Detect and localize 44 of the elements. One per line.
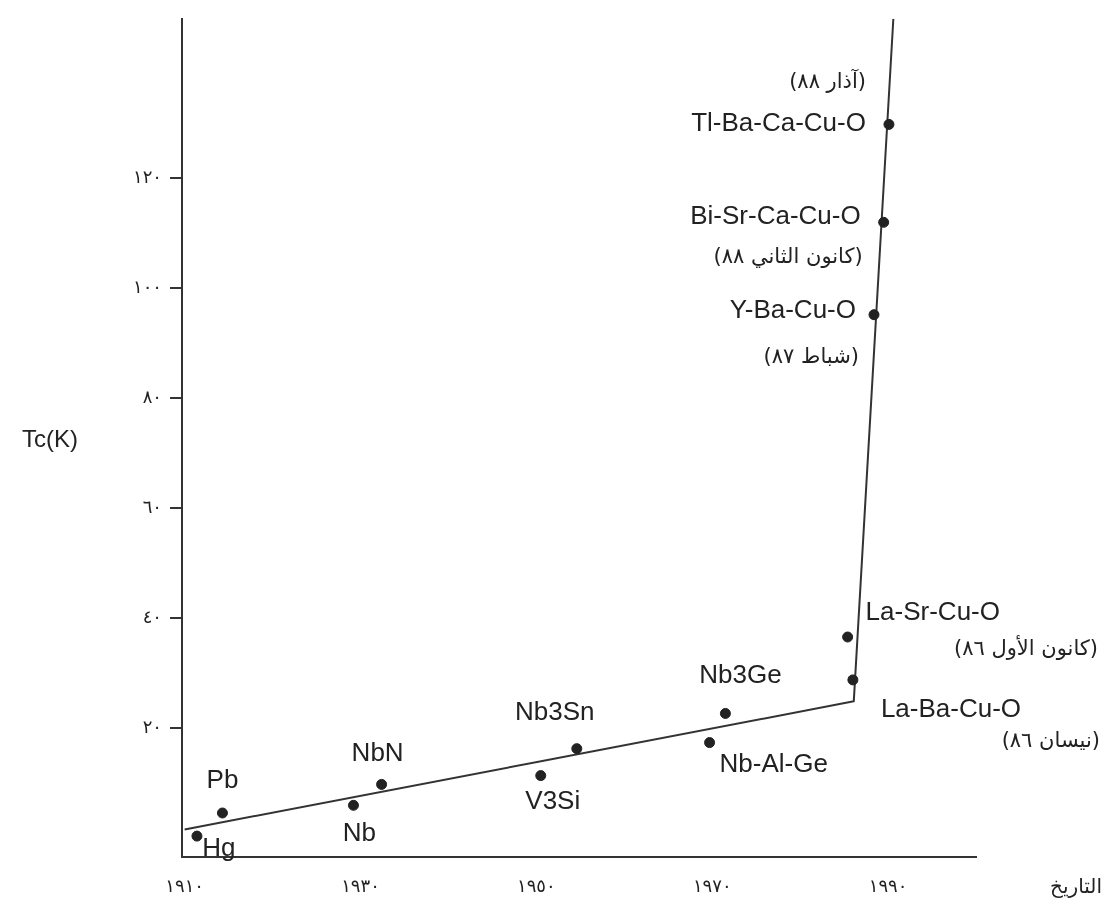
annotation: Bi-Sr-Ca-Cu-O	[690, 200, 861, 231]
point	[704, 737, 716, 749]
x-axis-title: التاريخ	[1050, 874, 1102, 899]
point	[719, 707, 731, 719]
annotation: (شباط ٨٧)	[763, 344, 859, 369]
point	[191, 830, 203, 842]
x-tick-label: ١٩٥٠	[517, 875, 556, 897]
point	[868, 309, 880, 321]
point	[571, 743, 583, 755]
point	[216, 807, 228, 819]
x-tick-label: ١٩٧٠	[692, 875, 732, 897]
annotation: (كانون الثاني ٨٨)	[713, 243, 863, 268]
annotation: (كانون الأول ٨٦)	[953, 635, 1098, 661]
annotation: Nb3Sn	[515, 695, 595, 726]
text: (نيسان ٨٦)	[1001, 728, 1100, 753]
y-tick-label: ٦٠	[142, 495, 162, 517]
x-tick-label: ١٩٣٠	[341, 875, 380, 897]
y-tick-label: ٢٠	[142, 715, 162, 737]
point	[535, 770, 547, 782]
point	[347, 799, 359, 811]
annotation: Pb	[206, 764, 239, 795]
point	[883, 118, 895, 130]
annotation: La-Ba-Cu-O	[880, 693, 1022, 724]
annotation: Nb-Al-Ge	[719, 747, 828, 778]
y-tick-label: ١٠٠	[132, 275, 162, 297]
annotation: Nb3Ge	[699, 658, 782, 689]
y-axis-title: Tc(K)	[22, 424, 78, 452]
annotation: NbN	[351, 736, 404, 767]
annotation: V3Si	[525, 784, 581, 815]
point	[842, 631, 854, 643]
annotation: Tl-Ba-Ca-Cu-O	[691, 106, 866, 137]
x-tick-label: ١٩١٠	[165, 875, 204, 897]
annotation: Nb	[342, 817, 377, 848]
y-tick-label: ١٢٠	[132, 165, 162, 187]
annotation: La-Sr-Cu-O	[865, 596, 1000, 627]
point	[376, 778, 388, 790]
x-tick-label: ١٩٩٠	[868, 875, 908, 897]
y-tick-label: ٨٠	[142, 385, 162, 407]
annotation: (آذار ٨٨)	[789, 67, 866, 93]
point	[847, 674, 859, 686]
annotation: Hg	[202, 832, 236, 863]
y-tick-label: ٤٠	[142, 605, 162, 627]
point	[878, 216, 890, 228]
annotation: Y-Ba-Cu-O	[729, 293, 856, 324]
